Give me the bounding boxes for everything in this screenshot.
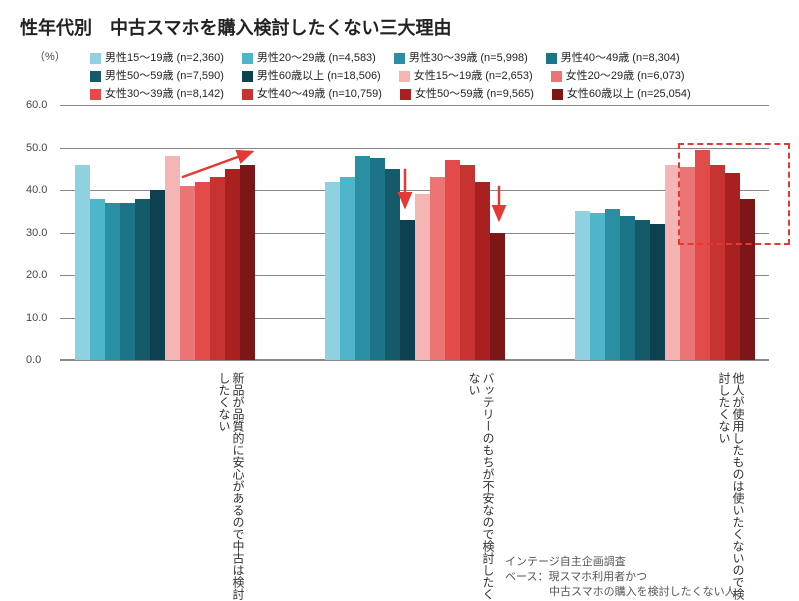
y-tick-label: 30.0: [26, 227, 47, 239]
category-label: バッテリーのもちが不安なので検討したくない: [467, 372, 495, 601]
footnote-line: ベース：現スマホ利用者かつ: [505, 570, 736, 585]
legend-label: 男性15～19歳 (n=2,360): [105, 50, 224, 66]
y-axis-unit: （%）: [34, 48, 66, 64]
legend-swatch: [242, 53, 253, 64]
legend-label: 男性40～49歳 (n=8,304): [561, 50, 680, 66]
y-tick-label: 60.0: [26, 99, 47, 111]
annotation-arrows: [60, 105, 769, 360]
legend-swatch: [242, 71, 253, 82]
legend-swatch: [90, 53, 101, 64]
legend-swatch: [400, 89, 411, 100]
gridline: [60, 360, 769, 361]
legend-item: 女性20～29歳 (n=6,073): [551, 68, 685, 84]
legend-label: 男性50～59歳 (n=7,590): [105, 68, 224, 84]
legend-item: 女性30～39歳 (n=8,142): [90, 86, 224, 102]
category-label: 他人が使用したものは使いたくないので検討したくない: [717, 372, 745, 601]
legend-swatch: [90, 71, 101, 82]
legend-label: 女性60歳以上 (n=25,054): [567, 86, 691, 102]
legend-swatch: [90, 89, 101, 100]
legend-item: 男性50～59歳 (n=7,590): [90, 68, 224, 84]
legend-swatch: [552, 89, 563, 100]
legend-swatch: [242, 89, 253, 100]
footnote-line: インテージ自主企画調査: [505, 555, 736, 570]
y-tick-label: 0.0: [26, 354, 41, 366]
legend-label: 女性30～39歳 (n=8,142): [105, 86, 224, 102]
legend-label: 男性20～29歳 (n=4,583): [257, 50, 376, 66]
legend-item: 男性40～49歳 (n=8,304): [546, 50, 680, 66]
legend-swatch: [399, 71, 410, 82]
legend-swatch: [546, 53, 557, 64]
legend-item: 女性40～49歳 (n=10,759): [242, 86, 382, 102]
legend-item: 男性15～19歳 (n=2,360): [90, 50, 224, 66]
legend-swatch: [551, 71, 562, 82]
legend-label: 男性60歳以上 (n=18,506): [257, 68, 381, 84]
chart-title: 性年代別 中古スマホを購入検討したくない三大理由: [20, 14, 779, 40]
footnote-line: 中古スマホの購入を検討したくない人: [505, 585, 736, 600]
legend-item: 男性60歳以上 (n=18,506): [242, 68, 381, 84]
plot-area: 0.010.020.030.040.050.060.0: [60, 105, 769, 360]
category-label: 新品が品質的に安心があるので中古は検討したくない: [217, 372, 245, 601]
legend-item: 女性15～19歳 (n=2,653): [399, 68, 533, 84]
legend-item: 女性50～59歳 (n=9,565): [400, 86, 534, 102]
y-tick-label: 50.0: [26, 142, 47, 154]
legend-label: 女性40～49歳 (n=10,759): [257, 86, 382, 102]
legend-item: 男性30～39歳 (n=5,998): [394, 50, 528, 66]
legend-item: 男性20～29歳 (n=4,583): [242, 50, 376, 66]
legend-label: 女性20～29歳 (n=6,073): [566, 68, 685, 84]
arrow: [182, 152, 252, 178]
legend-label: 女性50～59歳 (n=9,565): [415, 86, 534, 102]
legend: 男性15～19歳 (n=2,360) 男性20～29歳 (n=4,583) 男性30…: [90, 50, 691, 104]
y-tick-label: 40.0: [26, 184, 47, 196]
legend-label: 男性30～39歳 (n=5,998): [409, 50, 528, 66]
legend-label: 女性15～19歳 (n=2,653): [414, 68, 533, 84]
legend-swatch: [394, 53, 405, 64]
y-tick-label: 10.0: [26, 312, 47, 324]
legend-item: 女性60歳以上 (n=25,054): [552, 86, 691, 102]
footnote: インテージ自主企画調査ベース：現スマホ利用者かつ 中古スマホの購入を検討したくな…: [505, 555, 736, 600]
y-tick-label: 20.0: [26, 269, 47, 281]
